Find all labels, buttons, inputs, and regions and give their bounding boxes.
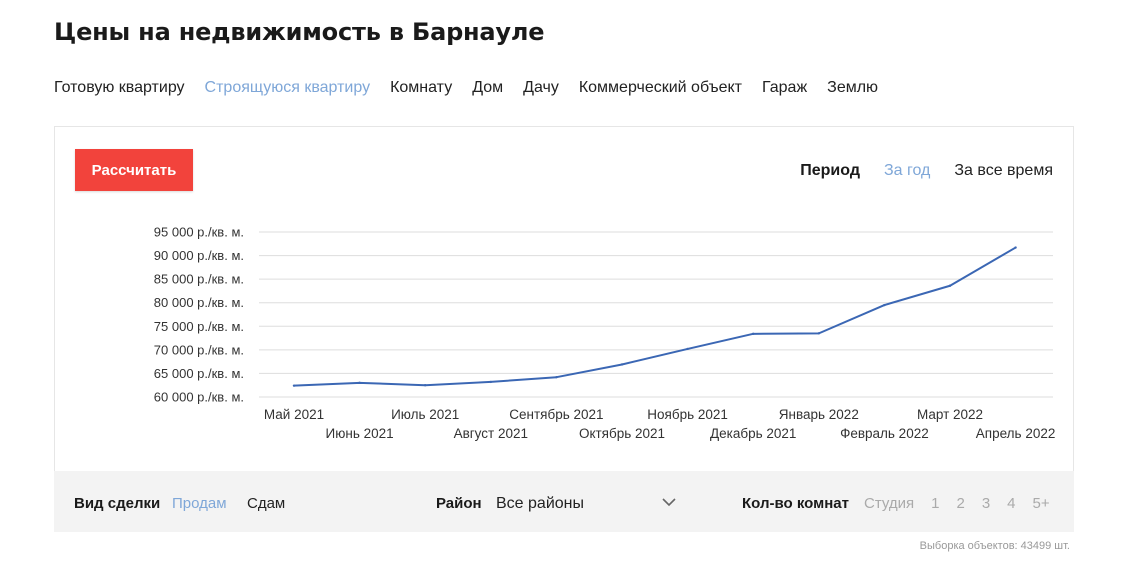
chevron-down-icon [662,498,676,507]
x-tick-label: Апрель 2022 [976,426,1056,441]
tab-ready-apartment[interactable]: Готовую квартиру [54,79,185,96]
data-point[interactable] [883,303,886,307]
rooms-label: Кол-во комнат [742,495,849,512]
period-option-all-time[interactable]: За все время [954,162,1053,179]
filter-bar: Вид сделки Продам Сдам Район Все районы … [54,471,1074,532]
y-tick-label: 95 000 р./кв. м. [154,225,244,240]
y-tick-label: 85 000 р./кв. м. [154,272,244,287]
x-tick-label: Январь 2022 [779,407,859,422]
x-tick-label: Февраль 2022 [840,426,929,441]
price-line-chart: 60 000 р./кв. м. 65 000 р./кв. м. 70 000 р… [154,225,1056,442]
x-tick-label: Май 2021 [264,407,324,422]
data-point[interactable] [292,384,296,387]
x-tick-label: Октябрь 2021 [579,426,665,441]
data-point[interactable] [620,363,624,366]
data-point[interactable] [686,347,689,351]
district-select[interactable]: Все районы [496,493,676,515]
tab-garage[interactable]: Гараж [761,79,808,96]
x-tick-label: Август 2021 [454,426,528,441]
data-point[interactable] [555,376,558,379]
data-point[interactable] [817,332,820,335]
tab-land[interactable]: Землю [827,79,879,96]
period-option-year[interactable]: За год [883,162,931,179]
y-tick-label: 75 000 р./кв. м. [154,319,244,334]
tab-room[interactable]: Комнату [390,79,453,96]
period-label: Период [800,162,860,179]
sample-count-note: Выборка объектов: 43499 шт. [919,540,1070,552]
property-type-tabs: Готовую квартиру Строящуюся квартиру Ком… [54,79,898,97]
x-tick-label: Декабрь 2021 [710,426,796,441]
y-tick-label: 80 000 р./кв. м. [154,295,244,310]
rooms-option-studio[interactable]: Студия [864,495,915,512]
x-tick-label: Март 2022 [917,407,983,422]
series-line-0 [293,246,1017,387]
chart-panel: Рассчитать Период За год За все время 60… [54,126,1074,471]
deal-option-sell[interactable]: Продам [172,495,227,512]
data-point[interactable] [424,384,427,387]
y-tick-label: 60 000 р./кв. м. [154,390,244,405]
calculate-button[interactable]: Рассчитать [75,149,193,191]
deal-type-label: Вид сделки [74,495,161,512]
rooms-option-4[interactable]: 4 [1007,495,1016,512]
rooms-option-3[interactable]: 3 [981,495,991,512]
tab-new-apartment[interactable]: Строящуюся квартиру [204,79,371,96]
rooms-option-5plus[interactable]: 5+ [1032,495,1050,512]
district-label: Район [436,495,482,512]
period-selector: Период За год За все время [776,162,1053,180]
tab-commercial[interactable]: Коммерческий объект [578,79,742,96]
rooms-option-2[interactable]: 2 [956,495,965,512]
tab-dacha[interactable]: Дачу [523,79,559,96]
data-point[interactable] [358,381,361,385]
tab-house[interactable]: Дом [472,79,504,96]
x-tick-label: Июль 2021 [391,407,459,422]
page-title: Цены на недвижимость в Барнауле [54,18,545,46]
y-tick-label: 70 000 р./кв. м. [154,342,244,357]
rooms-selector: Студия 1 2 3 4 5+ [864,495,1067,512]
district-value: Все районы [496,495,584,512]
y-tick-label: 65 000 р./кв. м. [154,366,244,381]
data-point[interactable] [752,332,755,336]
data-point[interactable] [489,380,492,384]
data-point[interactable] [1014,246,1017,249]
y-tick-label: 90 000 р./кв. м. [154,248,244,263]
data-point[interactable] [948,284,952,287]
deal-option-rent[interactable]: Сдам [247,495,286,512]
x-tick-label: Ноябрь 2021 [647,407,728,422]
x-tick-label: Сентябрь 2021 [509,407,603,422]
x-tick-label: Июнь 2021 [326,426,394,441]
rooms-option-1[interactable]: 1 [931,495,940,512]
